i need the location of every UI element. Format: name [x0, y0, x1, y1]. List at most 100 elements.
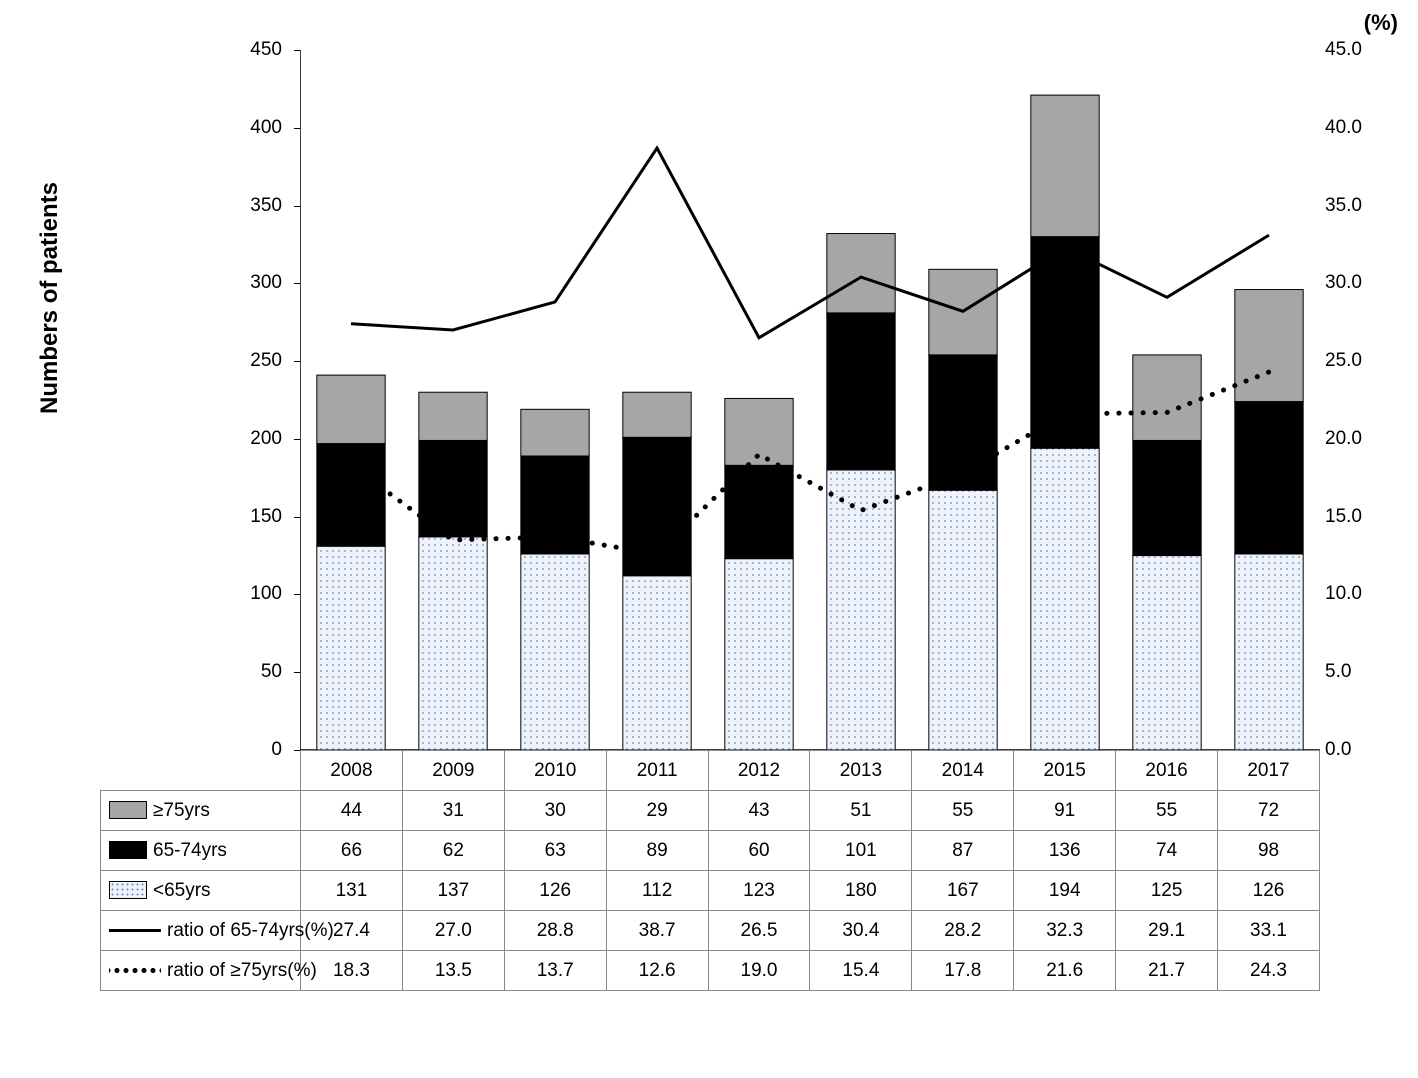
bar-segment — [827, 313, 895, 470]
table-cell: 74 — [1116, 831, 1218, 871]
y2-tick: 20.0 — [1325, 428, 1362, 450]
year-header: 2009 — [402, 751, 504, 791]
bar-segment — [521, 409, 589, 456]
chart-container: Numbers of patients (%) 0501001502002503… — [20, 20, 1398, 1058]
table-cell: 38.7 — [606, 911, 708, 951]
y2-axis-label: (%) — [1364, 10, 1398, 36]
table-cell: 51 — [810, 791, 912, 831]
bar-segment — [725, 398, 793, 465]
table-cell: 17.8 — [912, 951, 1014, 991]
table-cell: 63 — [504, 831, 606, 871]
year-header: 2011 — [606, 751, 708, 791]
table-cell: 126 — [1218, 871, 1320, 911]
bar-segment — [317, 546, 385, 750]
table-cell: 180 — [810, 871, 912, 911]
table-cell: 55 — [1116, 791, 1218, 831]
legend-spacer — [101, 751, 301, 791]
y1-tick: 50 — [261, 661, 282, 683]
bar-segment — [1235, 290, 1303, 402]
lines-overlay — [300, 50, 1320, 750]
table-cell: 29 — [606, 791, 708, 831]
year-header: 2017 — [1218, 751, 1320, 791]
table-cell: 21.7 — [1116, 951, 1218, 991]
y1-tick: 450 — [250, 39, 282, 61]
year-header: 2010 — [504, 751, 606, 791]
table-cell: 126 — [504, 871, 606, 911]
table-row: 65-74yrs6662638960101871367498 — [101, 831, 1320, 871]
bar-segment — [317, 375, 385, 443]
legend-cell: <65yrs — [101, 871, 301, 911]
y1-axis-label: Numbers of patients — [36, 182, 64, 414]
bar-segment — [929, 355, 997, 490]
legend-cell: ≥75yrs — [101, 791, 301, 831]
bar-segment — [521, 456, 589, 554]
bar-segment — [419, 392, 487, 440]
table-cell: 33.1 — [1218, 911, 1320, 951]
y2-tick: 30.0 — [1325, 272, 1362, 294]
y2-ticks: 0.05.010.015.020.025.030.035.040.045.0 — [1325, 40, 1385, 760]
bar-segment — [929, 490, 997, 750]
y2-tick: 15.0 — [1325, 506, 1362, 528]
bar-segment — [317, 444, 385, 547]
bar-segment — [1031, 95, 1099, 237]
bar-segment — [1235, 402, 1303, 554]
table-row: ratio of ≥75yrs(%)18.313.513.712.619.015… — [101, 951, 1320, 991]
table-cell: 19.0 — [708, 951, 810, 991]
year-header: 2015 — [1014, 751, 1116, 791]
plot-area — [300, 50, 1320, 750]
y2-tick: 0.0 — [1325, 739, 1351, 761]
table-cell: 13.5 — [402, 951, 504, 991]
table-cell: 30.4 — [810, 911, 912, 951]
bar-segment — [1133, 355, 1201, 441]
table-cell: 66 — [301, 831, 403, 871]
year-header: 2014 — [912, 751, 1014, 791]
y2-tick: 40.0 — [1325, 117, 1362, 139]
bar-segment — [725, 559, 793, 750]
table-header-row: 2008200920102011201220132014201520162017 — [101, 751, 1320, 791]
table-body: 2008200920102011201220132014201520162017… — [101, 751, 1320, 991]
y2-tick: 35.0 — [1325, 195, 1362, 217]
table-cell: 62 — [402, 831, 504, 871]
table-cell: 112 — [606, 871, 708, 911]
bar-segment — [1133, 440, 1201, 555]
table-cell: 28.2 — [912, 911, 1014, 951]
table-cell: 24.3 — [1218, 951, 1320, 991]
bar-segment — [623, 392, 691, 437]
table-cell: 15.4 — [810, 951, 912, 991]
y1-ticks: 050100150200250300350400450 — [230, 40, 290, 760]
table-cell: 101 — [810, 831, 912, 871]
year-header: 2008 — [301, 751, 403, 791]
table-cell: 194 — [1014, 871, 1116, 911]
table-cell: 29.1 — [1116, 911, 1218, 951]
bar-segment — [827, 470, 895, 750]
bar-segment — [929, 269, 997, 355]
bar-segment — [623, 437, 691, 575]
table-cell: 44 — [301, 791, 403, 831]
bar-segment — [1031, 237, 1099, 449]
table-cell: 60 — [708, 831, 810, 871]
table-row: <65yrs131137126112123180167194125126 — [101, 871, 1320, 911]
table-cell: 72 — [1218, 791, 1320, 831]
table-cell: 55 — [912, 791, 1014, 831]
table-cell: 32.3 — [1014, 911, 1116, 951]
table-cell: 28.8 — [504, 911, 606, 951]
bar-segment — [419, 537, 487, 750]
table-cell: 27.0 — [402, 911, 504, 951]
year-header: 2012 — [708, 751, 810, 791]
y1-tick: 300 — [250, 272, 282, 294]
y1-tick: 100 — [250, 583, 282, 605]
table-cell: 12.6 — [606, 951, 708, 991]
bar-segment — [419, 440, 487, 536]
bar-segment — [1031, 448, 1099, 750]
table-cell: 91 — [1014, 791, 1116, 831]
bar-segment — [1235, 554, 1303, 750]
table-cell: 98 — [1218, 831, 1320, 871]
table-cell: 131 — [301, 871, 403, 911]
table-cell: 123 — [708, 871, 810, 911]
year-header: 2013 — [810, 751, 912, 791]
y2-tick: 10.0 — [1325, 583, 1362, 605]
y2-tick: 25.0 — [1325, 350, 1362, 372]
table-cell: 43 — [708, 791, 810, 831]
y2-tick: 45.0 — [1325, 39, 1362, 61]
table-cell: 13.7 — [504, 951, 606, 991]
